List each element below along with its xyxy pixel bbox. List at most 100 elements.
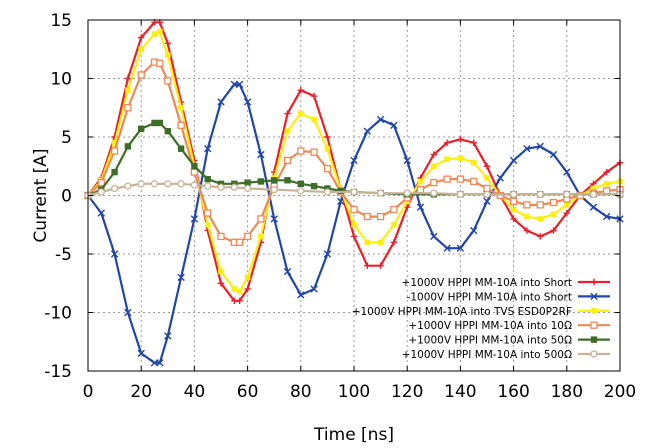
data-point: [164, 332, 172, 340]
data-point: [376, 115, 385, 124]
legend-item: -1000V HPPI MM-10A into Short: [407, 291, 610, 303]
data-point: [217, 183, 225, 191]
y-tick-label: 5: [61, 128, 72, 148]
legend-label: -1000V HPPI MM-10A into Short: [407, 291, 572, 303]
data-point: [150, 359, 159, 367]
data-point: [509, 156, 518, 165]
legend-marker: [590, 278, 598, 286]
data-point: [483, 163, 491, 170]
data-point: [364, 239, 371, 246]
data-point: [523, 145, 531, 153]
y-tick-label: -10: [44, 304, 72, 324]
data-point: [297, 291, 305, 299]
data-point: [270, 215, 278, 223]
data-point: [483, 197, 491, 206]
x-tick-label: 180: [551, 382, 583, 402]
data-point: [110, 147, 119, 155]
data-point: [310, 148, 318, 156]
data-point: [470, 139, 477, 147]
data-point: [576, 191, 584, 200]
data-point: [324, 133, 331, 141]
data-point: [110, 250, 119, 258]
data-point: [337, 197, 345, 206]
series-6: [84, 180, 624, 200]
data-point: [376, 212, 385, 221]
data-point: [284, 110, 291, 117]
series-2: [84, 80, 624, 367]
data-point: [364, 262, 371, 269]
legend-label: +1000V HPPI MM-10A into 50Ω: [408, 335, 572, 347]
data-point: [218, 268, 224, 275]
data-point: [177, 273, 185, 282]
data-point: [363, 212, 371, 221]
legend-label: +1000V HPPI MM-10A into 10Ω: [408, 320, 572, 332]
data-point: [536, 201, 544, 209]
data-point: [390, 239, 398, 246]
data-point: [524, 213, 530, 220]
data-point: [443, 175, 451, 183]
data-point: [97, 188, 105, 196]
data-point: [151, 31, 158, 37]
data-point: [350, 233, 358, 240]
data-point: [177, 180, 185, 188]
data-point: [298, 110, 304, 117]
data-point: [310, 285, 318, 293]
data-point: [204, 209, 212, 217]
data-point: [323, 250, 332, 258]
data-point: [456, 190, 465, 198]
data-point: [124, 75, 132, 82]
data-point: [271, 177, 278, 184]
legend-marker: [590, 336, 598, 343]
legend-marker: [590, 321, 598, 329]
y-tick-label: 0: [61, 187, 72, 207]
legend-label: +1000V HPPI MM-10A into TVS ESD0P2RF: [352, 306, 572, 318]
data-point: [236, 288, 243, 295]
data-point: [391, 221, 397, 228]
data-point: [230, 183, 238, 191]
data-point: [417, 178, 424, 185]
data-point: [537, 216, 543, 222]
data-point: [190, 215, 199, 223]
x-tick-label: 40: [184, 382, 206, 402]
data-point: [550, 211, 557, 218]
data-point: [97, 209, 105, 217]
data-point: [323, 164, 332, 173]
data-point: [235, 238, 244, 246]
data-point: [496, 174, 504, 182]
data-point: [204, 182, 212, 190]
legend-item: +1000V HPPI MM-10A into 500Ω: [402, 349, 610, 361]
data-point: [523, 227, 531, 234]
legend-item: +1000V HPPI MM-10A into 50Ω: [408, 335, 610, 347]
data-point: [244, 274, 251, 281]
data-point: [137, 180, 145, 188]
data-point: [484, 175, 490, 181]
x-tick-label: 160: [497, 382, 529, 402]
data-point: [537, 233, 544, 240]
data-point: [138, 46, 144, 53]
data-point: [456, 244, 465, 252]
data-point: [589, 203, 598, 211]
data-point: [603, 168, 610, 176]
data-point: [97, 178, 105, 187]
legend-marker: [590, 292, 598, 301]
data-point: [509, 197, 518, 206]
data-point: [470, 159, 477, 166]
y-axis-label: Current [A]: [31, 148, 51, 242]
data-point: [549, 198, 558, 207]
data-point: [177, 145, 185, 152]
data-point: [111, 168, 118, 176]
data-point: [590, 185, 597, 192]
data-point: [283, 267, 292, 276]
data-point: [377, 262, 384, 269]
data-point: [523, 201, 531, 209]
data-point: [603, 187, 611, 195]
legend-label: +1000V HPPI MM-10A into Short: [402, 277, 572, 289]
legend-item: +1000V HPPI MM-10A into 10Ω: [408, 320, 610, 332]
data-point: [156, 359, 164, 367]
legend-marker: [591, 308, 597, 314]
legend-marker: [590, 350, 598, 358]
data-point: [483, 190, 491, 198]
data-point: [236, 297, 243, 304]
data-point: [151, 119, 158, 127]
